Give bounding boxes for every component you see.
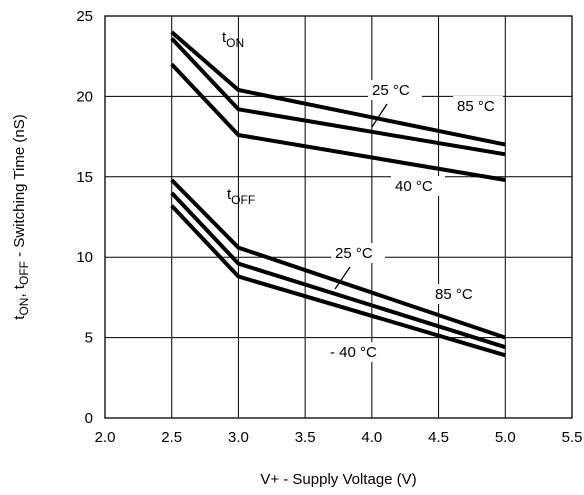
x-tick-label: 5.0 [495,429,516,446]
x-tick-label: 5.5 [562,429,583,446]
y-tick-label: 10 [76,249,93,266]
tick-labels: 2.0 2.5 3.0 3.5 4.0 4.5 5.0 5.5 0 5 10 15 20 25 [76,8,582,446]
ton-25-leader [371,103,388,128]
x-tick-label: 3.0 [228,429,249,446]
y-tick-label: 20 [76,88,93,105]
toff-group-label: tOFF [227,186,255,207]
toff-25-leader [334,266,351,290]
series-line [170,178,506,340]
series-line [170,37,506,157]
y-tick-label: 5 [85,330,93,347]
toff-85-label: 85 °C [435,286,473,303]
ton-40-label: 40 °C [395,178,433,195]
x-axis-label: V+ - Supply Voltage (V) [260,471,416,488]
y-axis-label: tON, tOFF - Switching Time (nS) [11,114,31,319]
series-line [170,191,506,350]
y-tick-label: 25 [76,8,93,25]
toff-85-label-bg [431,284,483,304]
y-tick-label: 0 [85,410,93,427]
ton-85-label-bg [453,96,503,116]
series-line [170,30,506,147]
series-line [170,62,506,182]
plot-frame [104,15,573,419]
x-tick-label: 3.5 [295,429,316,446]
series-line [170,204,506,358]
ton-85-label: 85 °C [457,98,495,115]
toff-40-label-bg [326,342,388,362]
annotations: tON tOFF 25 °C 85 °C 40 °C 25 °C 85 °C - 40 °C [222,29,503,362]
toff-40-label: - 40 °C [330,344,377,361]
y-tick-label: 15 [76,169,93,186]
toff-25-label-bg [331,243,385,263]
ton-40-label-bg [391,176,445,196]
x-tick-label: 4.0 [361,429,382,446]
ton-group-label: tON [222,29,244,50]
ton-25-label-bg [368,80,422,100]
x-tick-label: 4.5 [428,429,449,446]
ton-25-label: 25 °C [372,82,410,99]
toff-25-label: 25 °C [335,245,373,262]
x-tick-label: 2.5 [161,429,182,446]
x-tick-label: 2.0 [95,429,116,446]
series-lines [170,30,506,358]
